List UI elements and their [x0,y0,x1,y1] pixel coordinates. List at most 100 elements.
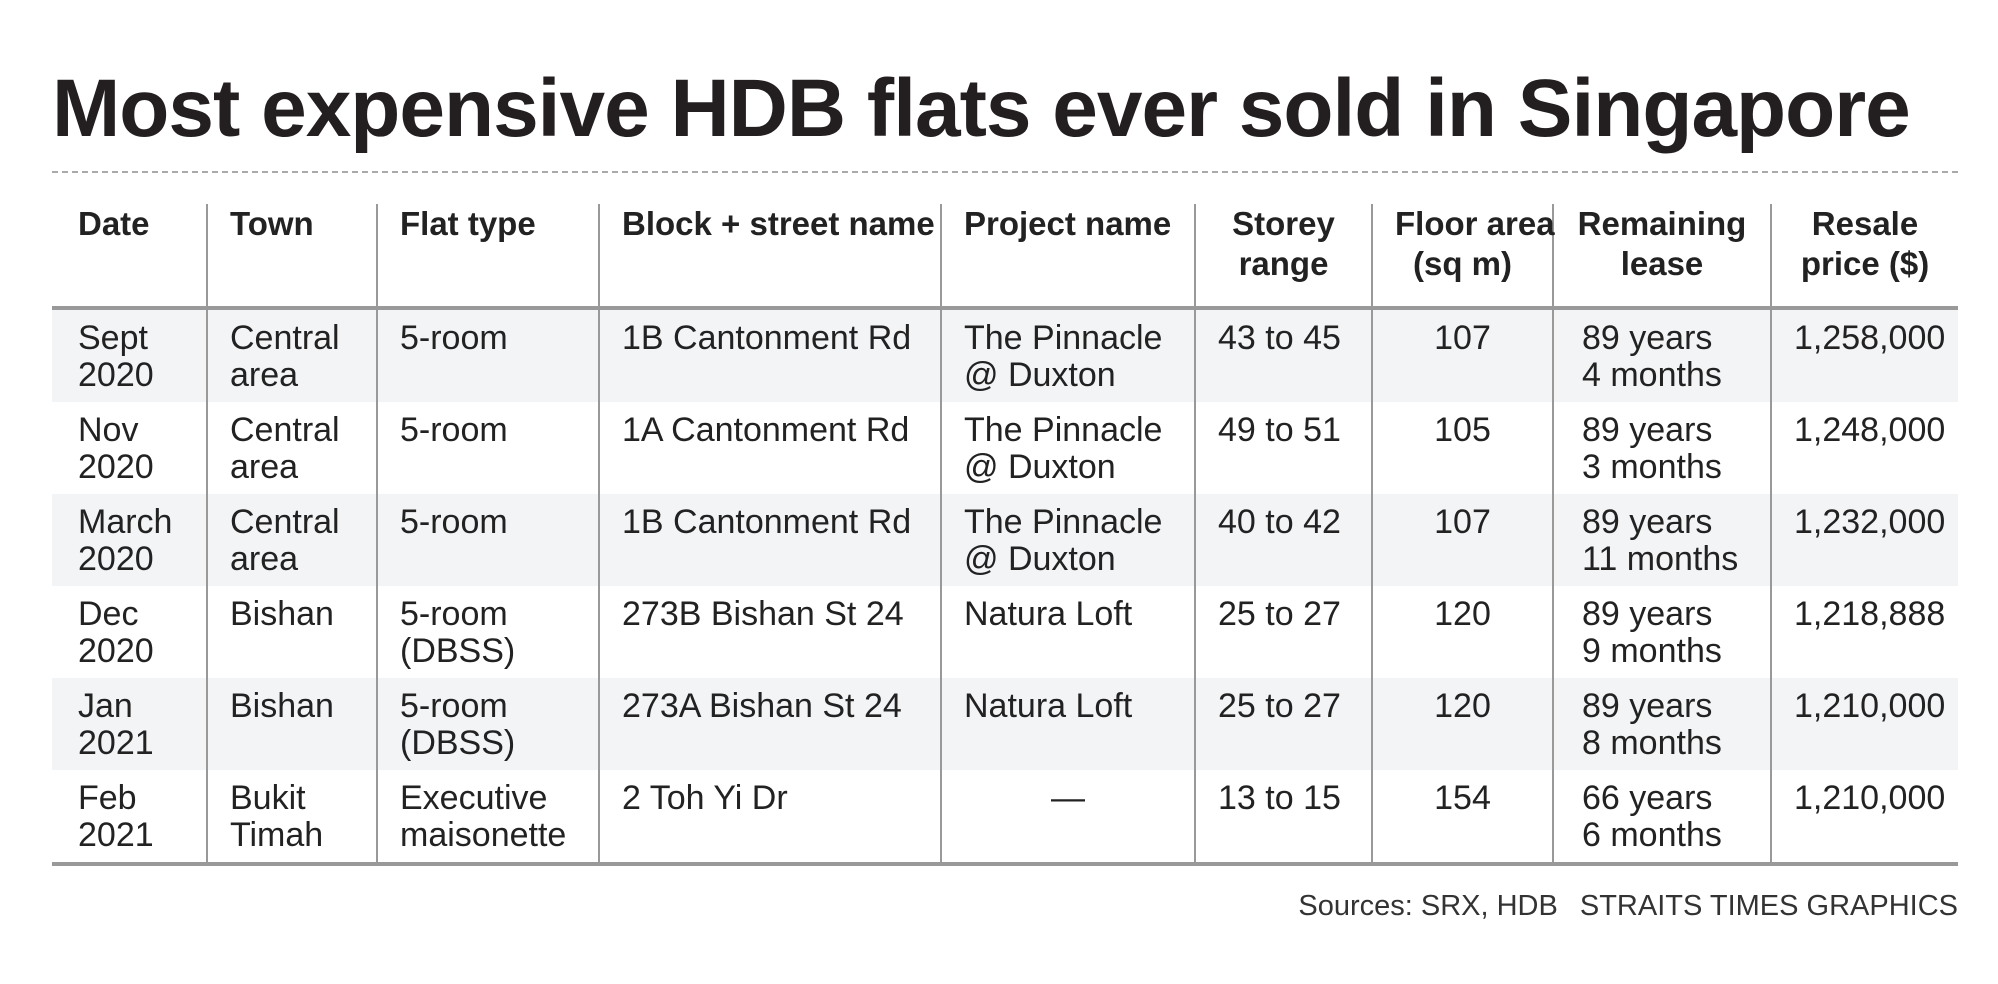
cell-line: area [230,540,299,578]
table-cell: Natura Loft [940,678,1195,770]
cell-line: 1A Cantonment Rd [622,411,910,449]
header-line: Storey [1232,205,1335,242]
table-row: Feb 2021 Bukit Timah Executive maisonette 2 To… [52,770,1958,866]
table-cell: The Pinnacle @ Duxton [940,402,1195,494]
table-cell: 5-room (DBSS) [376,678,599,770]
table-row: Jan 2021 Bishan 5-room (DBSS) 273A Bishan St … [52,678,1958,770]
table-cell: 66 years 6 months [1552,770,1771,866]
column-header: Remaining lease [1552,204,1771,310]
table-cell: 1,218,888 [1770,586,1958,678]
cell-line: Natura Loft [964,687,1133,725]
table-cell: 1,210,000 [1770,770,1958,866]
header-line: (sq m) [1413,245,1512,282]
cell-line: Sept [78,319,148,357]
cell-line: March [78,503,173,541]
table-cell: 89 years 4 months [1552,308,1771,402]
cell-line: 1B Cantonment Rd [622,503,912,541]
table-cell: 5-room [376,308,599,402]
cell-line: 2021 [78,816,154,854]
cell-line: 89 years [1582,319,1713,357]
table-cell: The Pinnacle @ Duxton [940,494,1195,586]
data-table: Date Town Flat type Block + street name Proj… [52,204,1958,866]
cell-line: 1,258,000 [1794,319,1946,357]
table-cell: 1,210,000 [1770,678,1958,770]
table-cell: 5-room [376,402,599,494]
table-row: March 2020 Central area 5-room 1B Cantonment … [52,494,1958,586]
header-line: Town [230,205,314,242]
header-line: Project name [964,205,1172,242]
table-cell: 1,258,000 [1770,308,1958,402]
cell-line: 89 years [1582,503,1713,541]
table-cell: 25 to 27 [1194,586,1372,678]
table-cell: 43 to 45 [1194,308,1372,402]
cell-line: Natura Loft [964,595,1133,633]
cell-line: 49 to 51 [1218,411,1341,449]
cell-line: 8 months [1582,724,1722,762]
table-cell: 273A Bishan St 24 [598,678,941,770]
table-cell: Central area [206,494,377,586]
cell-line: The Pinnacle [964,503,1163,541]
header-line: Date [78,205,150,242]
table-cell: 1B Cantonment Rd [598,308,941,402]
cell-line: 25 to 27 [1218,687,1341,725]
cell-line: The Pinnacle [964,319,1163,357]
cell-line: 89 years [1582,687,1713,725]
cell-line: 2020 [78,540,154,578]
cell-line: 2020 [78,356,154,394]
cell-line: 25 to 27 [1218,595,1341,633]
cell-line: (DBSS) [400,632,516,670]
table-cell: 107 [1371,308,1553,402]
cell-line: 11 months [1582,540,1739,578]
cell-line: 9 months [1582,632,1722,670]
cell-line: Timah [230,816,324,854]
header-line: range [1238,245,1329,282]
table-cell: Bukit Timah [206,770,377,866]
table-cell: 89 years 8 months [1552,678,1771,770]
cell-line: 43 to 45 [1218,319,1341,357]
table-cell: 49 to 51 [1194,402,1372,494]
table-cell: 1,232,000 [1770,494,1958,586]
table-cell: March 2020 [52,494,207,586]
cell-line: 1,232,000 [1794,503,1946,541]
table-cell: Dec 2020 [52,586,207,678]
cell-line: 107 [1434,503,1491,541]
cell-line: @ Duxton [964,540,1116,578]
cell-line: 107 [1434,319,1491,357]
column-header: Resale price ($) [1770,204,1958,310]
table-cell: 2 Toh Yi Dr [598,770,941,866]
table-cell: Nov 2020 [52,402,207,494]
cell-line: 2020 [78,632,154,670]
table-cell: Feb 2021 [52,770,207,866]
cell-line: 273A Bishan St 24 [622,687,902,725]
column-header: Block + street name [598,204,941,310]
cell-line: 66 years [1582,779,1713,817]
divider [52,171,1958,173]
table-row: Dec 2020 Bishan 5-room (DBSS) 273B Bishan St … [52,586,1958,678]
cell-line: maisonette [400,816,567,854]
cell-line: Bukit [230,779,306,817]
cell-line: 6 months [1582,816,1722,854]
cell-line: 3 months [1582,448,1722,486]
header-line: Resale [1811,205,1919,242]
header-line: Block + street name [622,205,935,242]
cell-line: Dec [78,595,139,633]
cell-line: 105 [1434,411,1491,449]
cell-line: Central [230,319,340,357]
cell-line: area [230,448,299,486]
column-header: Date [52,204,207,310]
table-cell: 120 [1371,586,1553,678]
cell-line: Bishan [230,595,334,633]
column-header: Floor area (sq m) [1371,204,1555,310]
cell-line: 273B Bishan St 24 [622,595,904,633]
header-line: Remaining [1577,205,1747,242]
header-line: Floor area [1395,205,1555,242]
table-cell: 1A Cantonment Rd [598,402,941,494]
cell-line: 2020 [78,448,154,486]
cell-line: @ Duxton [964,356,1116,394]
table-cell: 1,248,000 [1770,402,1958,494]
cell-line: 5-room [400,319,508,357]
table-cell: Sept 2020 [52,308,207,402]
table-cell: 40 to 42 [1194,494,1372,586]
header-line: lease [1620,245,1704,282]
cell-line: 1B Cantonment Rd [622,319,912,357]
